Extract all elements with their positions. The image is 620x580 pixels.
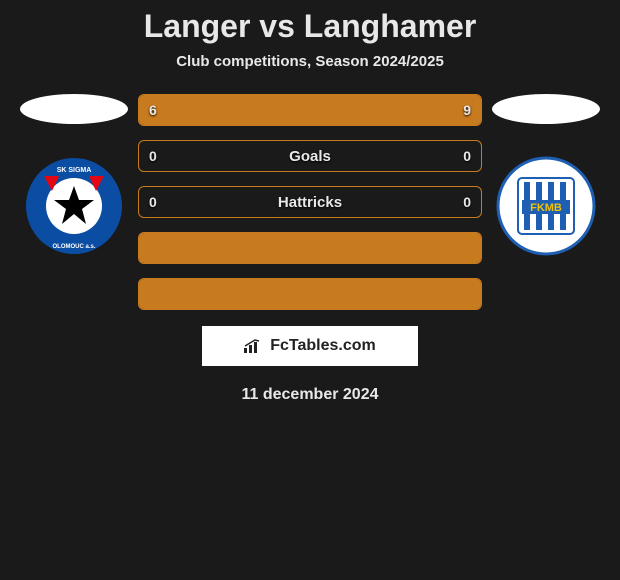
sigma-badge-icon: SK SIGMA OLOMOUC a.s. xyxy=(24,156,124,256)
date: 11 december 2024 xyxy=(0,386,620,404)
stat-bar: Min per goal xyxy=(138,278,482,310)
stat-bar: Goals per match xyxy=(138,232,482,264)
right-side: FKMB xyxy=(492,94,600,256)
brand-text: FcTables.com xyxy=(270,337,376,355)
stat-left-value: 0 xyxy=(149,194,157,210)
stat-label: Hattricks xyxy=(278,194,342,211)
left-side: SK SIGMA OLOMOUC a.s. xyxy=(20,94,128,256)
stat-right-value: 0 xyxy=(463,148,471,164)
stat-label: Goals xyxy=(289,148,331,165)
fkmb-badge-icon: FKMB xyxy=(496,156,596,256)
right-player-ellipse xyxy=(492,94,600,124)
stat-left-value: 0 xyxy=(149,148,157,164)
left-player-ellipse xyxy=(20,94,128,124)
stat-bar: 0 Goals 0 xyxy=(138,140,482,172)
svg-text:SK SIGMA: SK SIGMA xyxy=(57,167,92,174)
stat-bar: 6Matches9 xyxy=(138,94,482,126)
main-content: SK SIGMA OLOMOUC a.s. 6Matches9 0 Goals 0 0 H… xyxy=(0,94,620,310)
stat-bar: 0 Hattricks 0 xyxy=(138,186,482,218)
stat-bars: 6Matches9 0 Goals 0 0 Hattricks 0 Goals per mat… xyxy=(138,94,482,310)
page-title: Langer vs Langhamer xyxy=(0,8,620,45)
left-club-badge: SK SIGMA OLOMOUC a.s. xyxy=(24,156,124,256)
svg-text:OLOMOUC a.s.: OLOMOUC a.s. xyxy=(52,244,95,250)
svg-text:FKMB: FKMB xyxy=(530,202,562,214)
page-subtitle: Club competitions, Season 2024/2025 xyxy=(0,53,620,70)
brand-box: FcTables.com xyxy=(202,326,418,366)
stat-right-value: 0 xyxy=(463,194,471,210)
stat-right-value: 9 xyxy=(463,102,471,118)
header: Langer vs Langhamer Club competitions, S… xyxy=(0,0,620,70)
right-club-badge: FKMB xyxy=(496,156,596,256)
chart-icon xyxy=(244,339,264,353)
stat-left-value: 6 xyxy=(149,102,157,118)
